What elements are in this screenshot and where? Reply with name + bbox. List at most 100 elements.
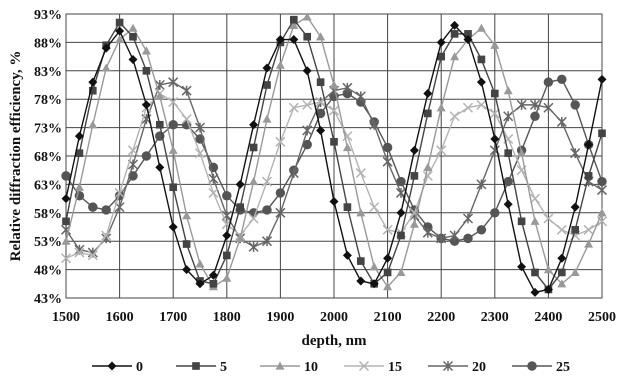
data-point (356, 208, 366, 217)
data-point (504, 149, 513, 157)
y-tick-label: 43% (34, 292, 62, 307)
data-point (517, 217, 526, 226)
data-point (236, 203, 245, 211)
data-point (409, 145, 419, 155)
x-tick-label: 1500 (52, 310, 80, 325)
data-point (490, 89, 499, 98)
data-point (530, 216, 540, 225)
y-tick-label: 53% (34, 235, 62, 250)
data-point (531, 268, 539, 277)
data-point (262, 205, 272, 215)
data-point (316, 78, 325, 86)
data-point (182, 240, 191, 248)
x-tick-label: 1600 (106, 310, 134, 325)
data-point (476, 99, 487, 110)
data-point (436, 37, 446, 47)
data-point (289, 20, 299, 29)
data-point (422, 227, 433, 238)
data-point (382, 224, 393, 235)
data-point (556, 116, 567, 127)
data-point (557, 279, 567, 288)
data-point (477, 55, 486, 64)
x-tick-label: 1700 (159, 310, 187, 325)
data-point (396, 267, 406, 277)
data-point (88, 77, 98, 87)
data-point (597, 208, 607, 217)
data-point (450, 30, 459, 38)
data-point (142, 66, 151, 75)
data-point (383, 282, 393, 291)
data-point (75, 149, 84, 157)
data-point (382, 156, 393, 167)
data-point (316, 125, 326, 135)
data-point (88, 202, 98, 212)
data-point (489, 108, 500, 119)
legend-swatch-marker (275, 361, 285, 370)
data-point (476, 23, 486, 32)
data-point (437, 52, 446, 61)
data-point (570, 148, 581, 159)
data-point (369, 279, 379, 289)
data-point (222, 251, 231, 260)
data-point (288, 168, 299, 179)
data-point (490, 208, 500, 218)
data-point (168, 222, 178, 232)
data-point (263, 81, 271, 89)
data-point (208, 270, 218, 280)
data-point (597, 74, 607, 84)
data-point (262, 63, 272, 73)
data-point (329, 196, 339, 206)
data-point (249, 120, 259, 130)
data-point (302, 125, 313, 136)
data-point (517, 262, 527, 272)
data-point (436, 103, 446, 112)
data-point (503, 176, 513, 187)
data-point (517, 148, 527, 157)
data-point (570, 100, 580, 110)
x-tick-label: 2300 (481, 310, 509, 325)
x-tick-label: 2000 (320, 310, 348, 325)
data-point (369, 202, 380, 213)
y-tick-label: 78% (34, 93, 62, 108)
data-point (61, 236, 71, 245)
data-point (115, 26, 125, 36)
data-point (115, 18, 124, 27)
data-point (168, 77, 179, 88)
data-point (141, 100, 151, 110)
data-point (570, 202, 580, 212)
x-tick-label: 2200 (427, 310, 455, 325)
y-tick-label: 88% (34, 36, 62, 51)
data-point (436, 145, 447, 156)
data-point (383, 253, 393, 263)
data-point (129, 32, 137, 41)
data-point (464, 30, 472, 38)
data-point (195, 279, 205, 289)
legend-label: 0 (136, 360, 143, 375)
legend-item: 15 (344, 360, 402, 375)
data-point (248, 213, 259, 224)
data-point (330, 137, 338, 146)
data-point (343, 203, 352, 211)
data-point (101, 43, 111, 53)
legend-label: 20 (472, 360, 486, 375)
data-point (556, 224, 567, 235)
data-point (530, 287, 540, 297)
data-point (302, 66, 312, 76)
data-point (208, 173, 219, 184)
data-point (101, 230, 112, 241)
data-point (275, 136, 286, 147)
data-point (316, 32, 326, 41)
data-point (208, 187, 219, 198)
data-point (88, 86, 97, 95)
data-point (74, 131, 84, 141)
legend-swatch-marker (192, 362, 200, 370)
data-point (369, 119, 380, 130)
series-15 (60, 88, 608, 264)
data-point (275, 35, 285, 45)
data-point (168, 120, 178, 130)
data-point (450, 52, 460, 61)
data-point (557, 74, 567, 85)
data-point (302, 12, 312, 21)
